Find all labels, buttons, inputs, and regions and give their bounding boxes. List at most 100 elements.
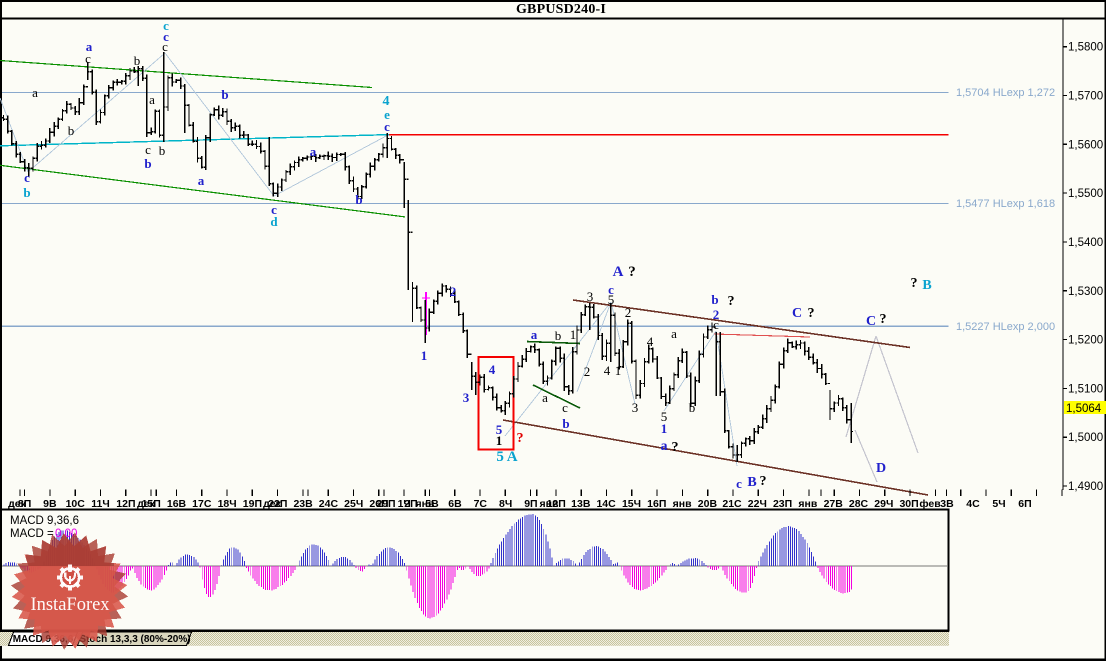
svg-text:15Ч: 15Ч bbox=[622, 498, 641, 510]
svg-text:29П: 29П bbox=[376, 498, 395, 510]
svg-text:MACD =: MACD = bbox=[10, 528, 54, 540]
svg-text:b: b bbox=[562, 416, 569, 431]
svg-text:1,5700: 1,5700 bbox=[1068, 91, 1103, 103]
svg-text:1,5100: 1,5100 bbox=[1068, 383, 1103, 395]
svg-text:янв: янв bbox=[416, 498, 435, 510]
svg-text:a: a bbox=[661, 439, 668, 454]
svg-text:C: C bbox=[866, 314, 876, 329]
svg-text:дек: дек bbox=[8, 498, 27, 510]
svg-text:1,5400: 1,5400 bbox=[1068, 237, 1103, 249]
svg-text:2: 2 bbox=[625, 305, 632, 320]
svg-text:фев: фев bbox=[919, 498, 941, 510]
svg-text:23П: 23П bbox=[773, 498, 792, 510]
svg-text:?: ? bbox=[628, 264, 636, 280]
svg-text:1,5000: 1,5000 bbox=[1068, 432, 1103, 444]
svg-text:A: A bbox=[613, 264, 624, 280]
svg-text:c: c bbox=[163, 18, 169, 33]
svg-text:2: 2 bbox=[584, 364, 591, 379]
svg-text:a: a bbox=[32, 85, 38, 100]
svg-text:5: 5 bbox=[661, 409, 668, 424]
svg-text:1,5704 HLexp 1,272: 1,5704 HLexp 1,272 bbox=[956, 87, 1055, 99]
svg-text:?: ? bbox=[911, 276, 918, 291]
svg-text:29Ч: 29Ч bbox=[874, 498, 893, 510]
svg-text:?: ? bbox=[808, 306, 815, 321]
svg-text:c: c bbox=[713, 317, 719, 332]
svg-text:3В: 3В bbox=[940, 498, 954, 510]
svg-text:5: 5 bbox=[496, 422, 503, 437]
svg-text:b: b bbox=[711, 292, 718, 307]
svg-text:C: C bbox=[792, 306, 802, 321]
svg-text:1,5200: 1,5200 bbox=[1068, 335, 1103, 347]
svg-text:13В: 13В bbox=[571, 498, 591, 510]
svg-text:b: b bbox=[221, 87, 228, 102]
svg-text:21С: 21С bbox=[722, 498, 742, 510]
svg-text:2: 2 bbox=[450, 284, 457, 299]
svg-text:26П: 26П bbox=[369, 498, 388, 510]
svg-text:c: c bbox=[562, 400, 568, 415]
svg-text:9П: 9П bbox=[524, 498, 537, 510]
svg-text:дек: дек bbox=[263, 498, 282, 510]
svg-text:b: b bbox=[68, 123, 75, 138]
svg-text:2П: 2П bbox=[404, 498, 417, 510]
svg-text:b: b bbox=[144, 156, 151, 171]
svg-text:22П: 22П bbox=[268, 498, 287, 510]
svg-text:4С: 4С bbox=[966, 498, 980, 510]
svg-text:5Ч: 5Ч bbox=[992, 498, 1005, 510]
svg-text:4: 4 bbox=[383, 94, 390, 109]
svg-text:18Ч: 18Ч bbox=[218, 498, 237, 510]
svg-text:16П: 16П bbox=[647, 498, 666, 510]
svg-text:a: a bbox=[86, 39, 93, 54]
svg-text:?: ? bbox=[760, 474, 767, 489]
svg-text:5 A: 5 A bbox=[496, 449, 517, 465]
svg-text:4: 4 bbox=[489, 362, 496, 377]
svg-text:24С: 24С bbox=[319, 498, 339, 510]
svg-text:5В: 5В bbox=[425, 498, 439, 510]
svg-text:1,5477 HLexp 1,618: 1,5477 HLexp 1,618 bbox=[956, 198, 1055, 210]
svg-text:c: c bbox=[162, 39, 168, 54]
svg-text:b: b bbox=[555, 328, 562, 343]
svg-text:GBPUSD240-I: GBPUSD240-I bbox=[516, 2, 606, 17]
svg-text:1,5800: 1,5800 bbox=[1068, 42, 1103, 54]
svg-text:a: a bbox=[531, 327, 538, 342]
svg-text:4: 4 bbox=[604, 363, 611, 378]
svg-text:?: ? bbox=[728, 294, 735, 309]
svg-text:12П: 12П bbox=[547, 498, 566, 510]
svg-text:MACD 9,36,6: MACD 9,36,6 bbox=[10, 515, 79, 527]
svg-text:1,5600: 1,5600 bbox=[1068, 139, 1103, 151]
svg-text:8П: 8П bbox=[18, 498, 31, 510]
svg-text:7С: 7С bbox=[474, 498, 488, 510]
svg-text:b: b bbox=[23, 185, 30, 200]
svg-text:1: 1 bbox=[421, 348, 428, 363]
svg-text:28С: 28С bbox=[849, 498, 869, 510]
svg-text:25Ч: 25Ч bbox=[344, 498, 363, 510]
svg-text:1: 1 bbox=[615, 363, 622, 378]
svg-text:a: a bbox=[671, 326, 677, 341]
svg-text:6В: 6В bbox=[448, 498, 462, 510]
svg-text:19П: 19П bbox=[243, 498, 262, 510]
svg-text:4: 4 bbox=[647, 334, 654, 349]
svg-text:3: 3 bbox=[463, 390, 470, 405]
svg-text:1,5300: 1,5300 bbox=[1068, 286, 1103, 298]
svg-text:a: a bbox=[149, 92, 155, 107]
svg-text:b: b bbox=[355, 192, 362, 207]
svg-text:3: 3 bbox=[632, 400, 639, 415]
svg-text:D: D bbox=[876, 461, 886, 476]
svg-text:c: c bbox=[608, 282, 614, 297]
svg-text:a: a bbox=[310, 144, 317, 159]
svg-text:c: c bbox=[271, 202, 277, 217]
svg-text:c: c bbox=[24, 170, 30, 185]
svg-text:1,5227 HLexp 2,000: 1,5227 HLexp 2,000 bbox=[956, 321, 1055, 333]
svg-text:12П: 12П bbox=[116, 498, 135, 510]
svg-text:3: 3 bbox=[587, 289, 594, 304]
svg-text:?: ? bbox=[672, 440, 679, 455]
svg-text:e: e bbox=[384, 107, 390, 122]
svg-text:b: b bbox=[134, 53, 141, 68]
svg-text:b: b bbox=[689, 400, 696, 415]
svg-text:23В: 23В bbox=[293, 498, 313, 510]
svg-text:1: 1 bbox=[570, 327, 577, 342]
svg-text:b: b bbox=[159, 143, 166, 158]
svg-text:1,5064: 1,5064 bbox=[1066, 403, 1102, 415]
svg-text:20В: 20В bbox=[698, 498, 718, 510]
svg-text:1,5500: 1,5500 bbox=[1068, 188, 1103, 200]
svg-text:d: d bbox=[270, 214, 278, 229]
